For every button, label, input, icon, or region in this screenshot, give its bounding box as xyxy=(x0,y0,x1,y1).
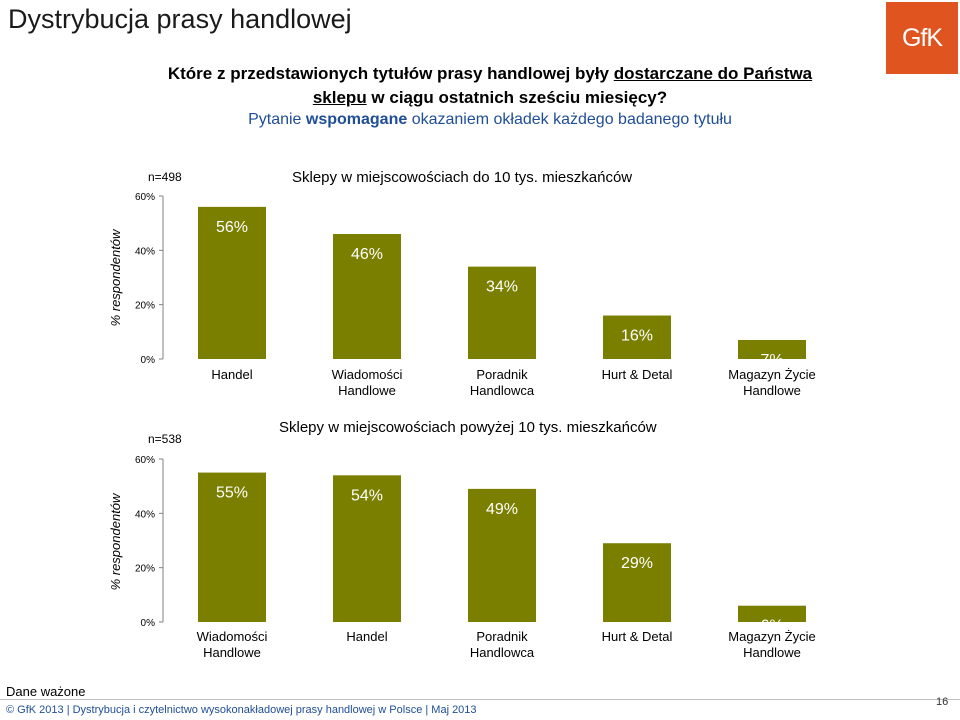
chart2-y-tick-label: 60% xyxy=(135,455,155,466)
chart1-category-label: Wiadomości Handlowe xyxy=(332,367,403,398)
page-number: 16 xyxy=(936,696,949,708)
chart1-category-label: Poradnik Handlowca xyxy=(470,367,535,398)
question-text-a: Które z przedstawionych tytułów prasy ha… xyxy=(167,64,614,83)
subtitle-bold: wspomagane xyxy=(305,111,408,128)
gfk-logo: GfK xyxy=(886,2,958,74)
chart1-bar xyxy=(468,266,536,359)
chart2-bar xyxy=(198,472,266,622)
question-underlined-a: dostarczane do Państwa xyxy=(613,64,813,83)
chart1-bar-value-label: 7% xyxy=(760,352,783,369)
chart2-category-label: Hurt & Detal xyxy=(602,629,673,644)
chart2-category-label: Handel xyxy=(346,629,387,644)
chart2-category-label: Poradnik Handlowca xyxy=(470,629,535,660)
chart2-bar-value-label: 54% xyxy=(351,487,383,504)
chart1-title: Sklepy w miejscowościach do 10 tys. mies… xyxy=(292,169,632,186)
chart1-bar-value-label: 56% xyxy=(216,219,248,236)
subtitle-text-b: okazaniem okładek każdego badanego tytuł… xyxy=(407,111,732,128)
chart1-y-tick-label: 40% xyxy=(135,246,155,257)
question-line-1: Które z przedstawionych tytułów prasy ha… xyxy=(90,64,890,84)
chart2-y-tick-label: 20% xyxy=(135,564,155,575)
chart1-sample-size: n=498 xyxy=(148,170,182,184)
chart1-y-tick-label: 20% xyxy=(135,301,155,312)
chart2-title: Sklepy w miejscowościach powyżej 10 tys.… xyxy=(279,419,657,436)
chart2-bar-value-label: 29% xyxy=(621,555,653,572)
chart1-bar xyxy=(198,206,266,359)
chart2-y-tick-label: 0% xyxy=(141,618,156,629)
chart2-y-tick-label: 40% xyxy=(135,509,155,520)
subtitle-text-a: Pytanie xyxy=(248,111,306,128)
footer-divider xyxy=(0,699,960,700)
chart1-category-label: Magazyn Życie Handlowe xyxy=(728,367,815,398)
chart2-sample-size: n=538 xyxy=(148,432,182,446)
chart1-bar xyxy=(603,315,671,359)
chart1-bar-value-label: 34% xyxy=(486,279,518,296)
chart2-category-label: Wiadomości Handlowe xyxy=(197,629,268,660)
chart2-bar-value-label: 49% xyxy=(486,501,518,518)
chart1-category-label: Hurt & Detal xyxy=(602,367,673,382)
chart1-y-tick-label: 60% xyxy=(135,192,155,203)
chart2-y-axis-label: % respondentów xyxy=(108,492,123,590)
chart1-y-axis-label: % respondentów xyxy=(108,228,123,326)
chart1-bar-value-label: 16% xyxy=(621,328,653,345)
chart2-bar xyxy=(468,488,536,622)
chart2-bar-value-label: 55% xyxy=(216,485,248,502)
question-subtitle: Pytanie wspomagane okazaniem okładek każ… xyxy=(90,111,890,129)
chart1-bar xyxy=(333,234,401,359)
logo-text: GfK xyxy=(901,23,943,52)
chart1-bar-value-label: 46% xyxy=(351,246,383,263)
chart1-bar xyxy=(738,339,806,359)
question-underlined-b: sklepu xyxy=(312,88,367,107)
question-line-2: sklepu w ciągu ostatnich sześciu miesięc… xyxy=(90,88,890,108)
chart2-bar xyxy=(333,475,401,622)
chart2-bar xyxy=(603,543,671,622)
page-title: Dystrybucja prasy handlowej xyxy=(8,4,352,34)
chart2-category-label: Magazyn Życie Handlowe xyxy=(728,629,815,660)
chart2-bar-value-label: 6% xyxy=(760,618,783,635)
chart1-y-tick-label: 0% xyxy=(141,355,156,366)
chart1-category-label: Handel xyxy=(211,367,252,382)
footer-text: © GfK 2013 | Dystrybucja i czytelnictwo … xyxy=(6,704,477,716)
footer-label: Dane ważone xyxy=(6,684,86,699)
question-text-b: w ciągu ostatnich sześciu miesięcy? xyxy=(366,88,668,107)
chart2-bar xyxy=(738,605,806,622)
